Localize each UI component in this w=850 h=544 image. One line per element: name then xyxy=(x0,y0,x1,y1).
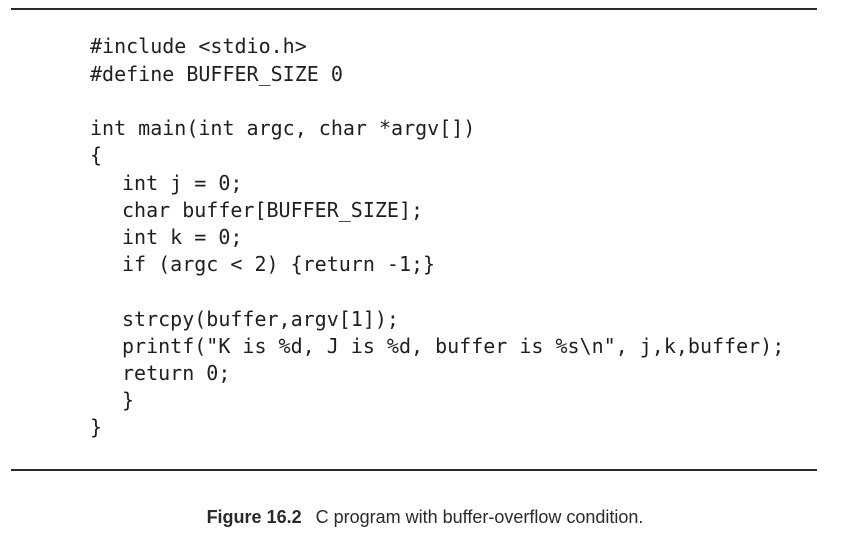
top-rule xyxy=(11,8,817,10)
code-line-return: return 0; xyxy=(122,361,231,385)
code-line-strcpy: strcpy(buffer,argv[1]); xyxy=(122,307,399,331)
code-listing: #include <stdio.h> #define BUFFER_SIZE 0… xyxy=(90,34,785,439)
code-line-include: #include <stdio.h> xyxy=(90,34,307,58)
code-line-if-argc: if (argc < 2) {return -1;} xyxy=(122,252,436,276)
code-line-int-j: int j = 0; xyxy=(122,171,243,195)
code-line-printf: printf("K is %d, J is %d, buffer is %s\n… xyxy=(122,334,785,358)
bottom-rule xyxy=(11,469,817,471)
code-line-inner-close-brace: } xyxy=(122,388,135,412)
code-line-int-k: int k = 0; xyxy=(122,225,243,249)
figure-label: Figure 16.2 xyxy=(206,507,302,527)
code-line-open-brace: { xyxy=(90,143,103,167)
code-line-define: #define BUFFER_SIZE 0 xyxy=(90,62,343,86)
figure-caption-text: C program with buffer-overflow condition… xyxy=(315,507,644,527)
code-line-close-brace: } xyxy=(90,415,103,439)
code-line-char-buffer: char buffer[BUFFER_SIZE]; xyxy=(122,198,424,222)
code-line-main-signature: int main(int argc, char *argv[]) xyxy=(90,116,476,140)
figure-caption: Figure 16.2 C program with buffer-overflo… xyxy=(0,505,850,529)
